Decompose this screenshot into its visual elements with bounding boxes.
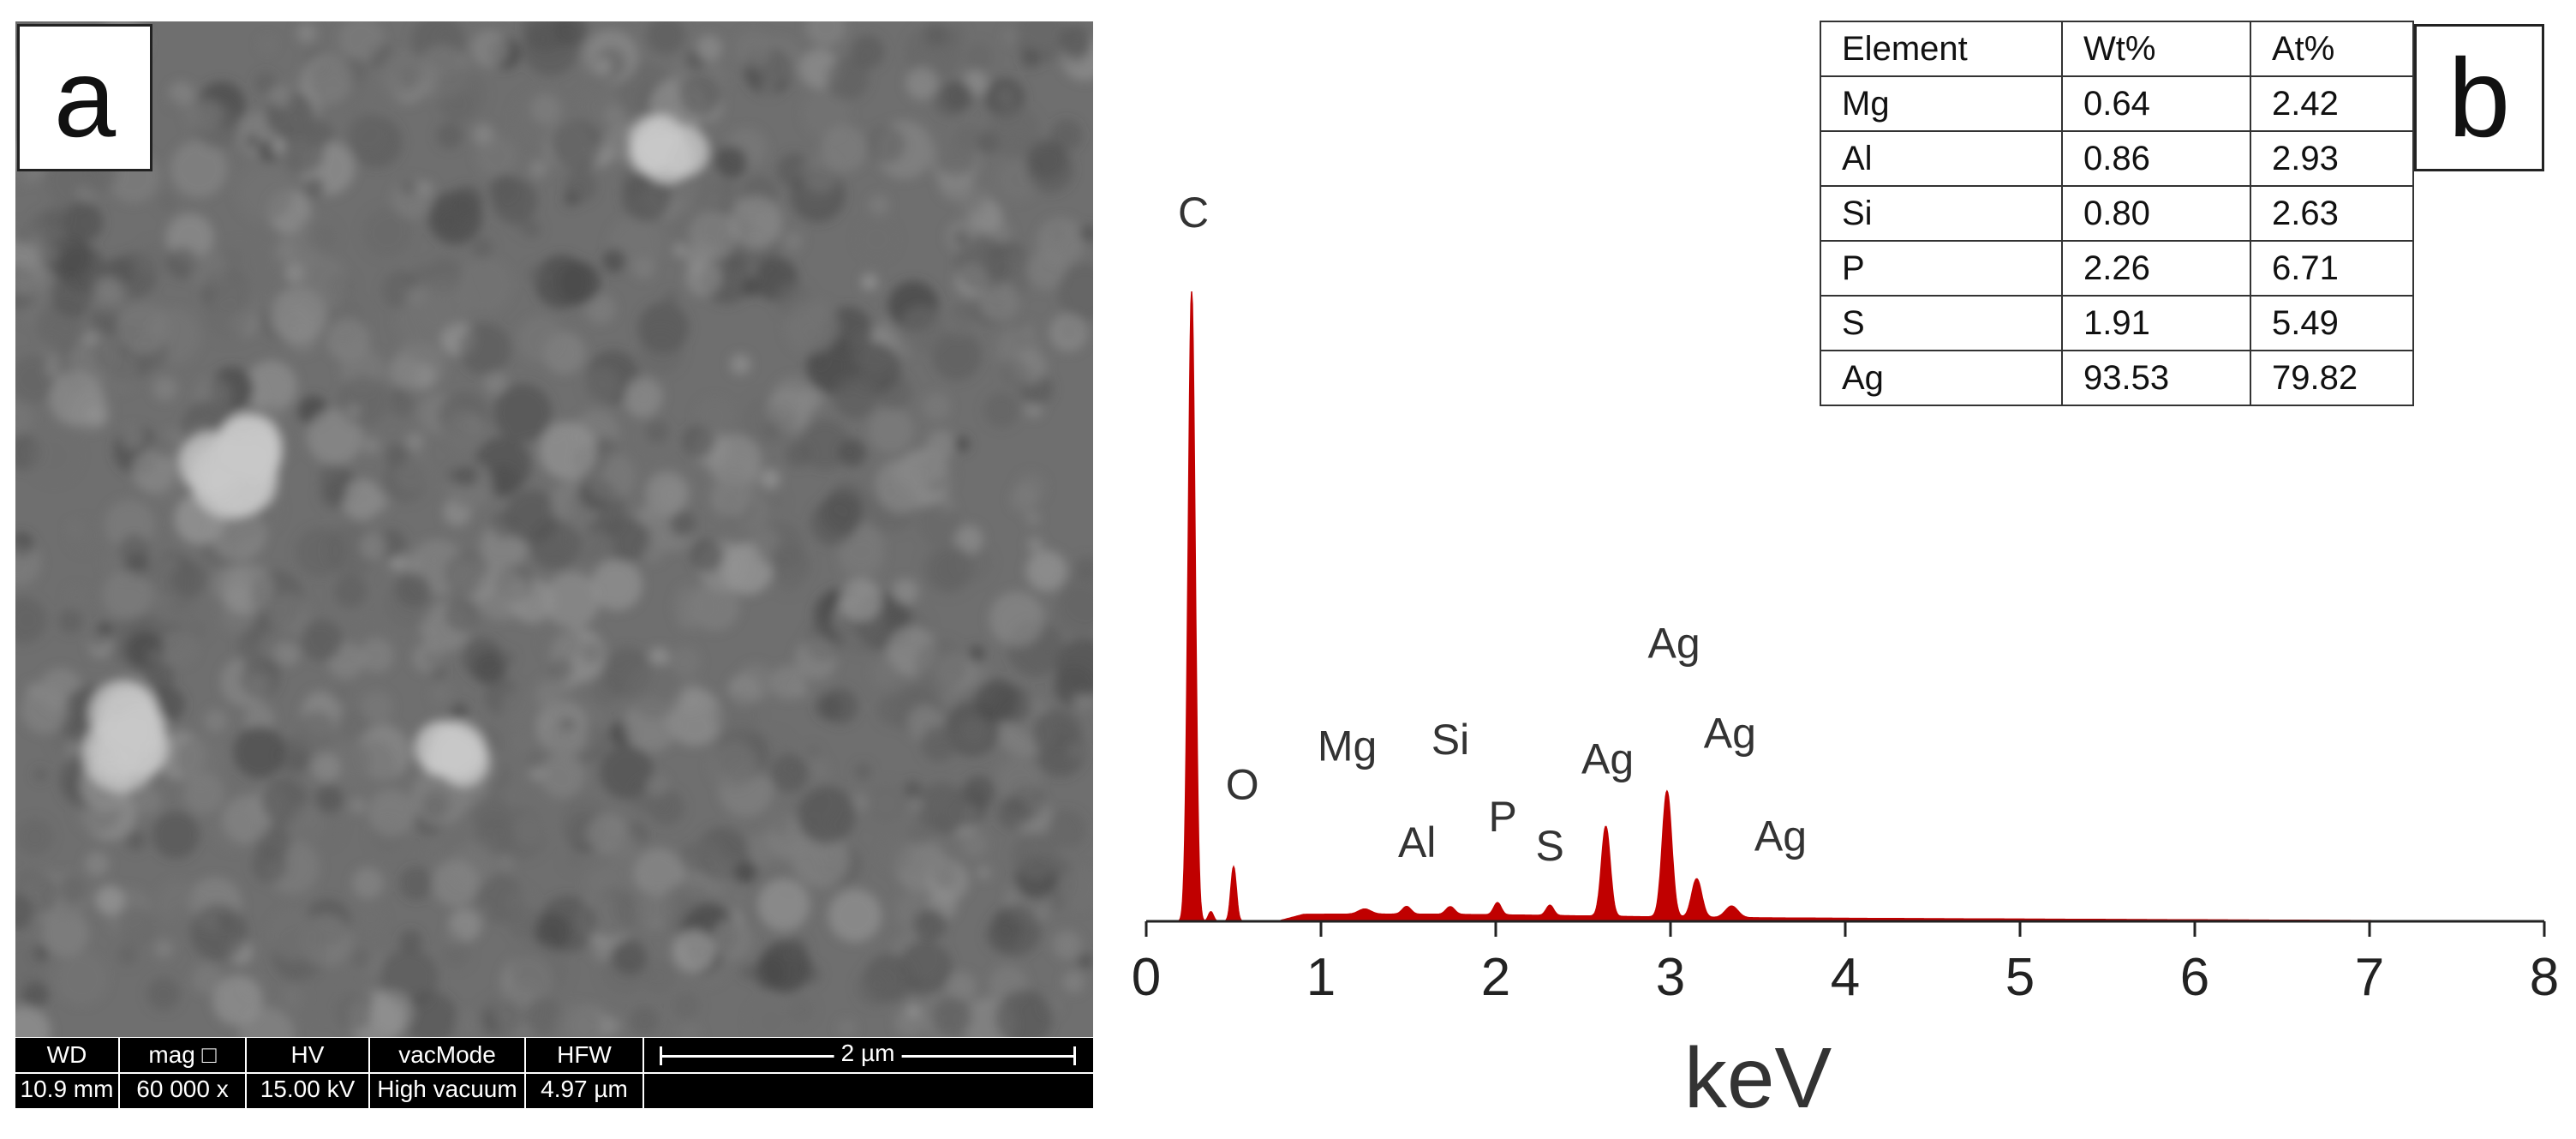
table-cell-at: 5.49 [2250,295,2414,351]
table-cell-at: 79.82 [2250,350,2414,406]
peak-label: S [1536,822,1564,870]
table-cell-at: 2.93 [2250,130,2414,187]
peak-label: C [1178,189,1209,237]
table-cell-wt: 0.80 [2061,185,2251,242]
table-cell-element: Mg [1820,75,2063,132]
info-col-wd: WD 10.9 mm [15,1038,120,1108]
peak-label: O [1226,761,1259,809]
table-cell-wt: Wt% [2061,21,2251,77]
info-col-hv: HV 15.00 kV [247,1038,370,1108]
scale-bar: 2 µm [649,1038,1086,1072]
sem-particles [15,21,1093,1037]
x-tick-label: 4 [1831,948,1860,1007]
table-row: S 1.91 5.49 [1820,295,2414,351]
table-cell-at: 2.63 [2250,185,2414,242]
sem-info-bar: WD 10.9 mm mag □ 60 000 x HV 15.00 kV va… [15,1038,1093,1108]
table-cell-wt: 93.53 [2061,350,2251,406]
info-bar-divider [15,1072,1093,1074]
table-cell-element: Si [1820,185,2063,242]
info-value-mag: 60 000 x [136,1076,229,1102]
peak-label: Ag [1647,620,1700,668]
x-tick-label: 1 [1306,948,1336,1007]
table-row: Mg 0.64 2.42 [1820,75,2414,132]
info-header-hfw: HFW [557,1041,612,1068]
x-tick-label: 7 [2355,948,2384,1007]
table-cell-at: 6.71 [2250,240,2414,297]
table-cell-element: P [1820,240,2063,297]
peak-label: Ag [1754,812,1807,860]
scale-bar-tick-left [660,1046,662,1065]
table-cell-at: 2.42 [2250,75,2414,132]
info-value-hfw: 4.97 µm [541,1076,628,1102]
panel-label-b: b [2414,24,2544,171]
table-cell-wt: 2.26 [2061,240,2251,297]
info-header-mag: mag □ [148,1041,217,1068]
x-tick-label: 5 [2005,948,2035,1007]
table-row: P 2.26 6.71 [1820,240,2414,297]
table-cell-wt: 0.86 [2061,130,2251,187]
scale-bar-tick-right [1073,1046,1076,1065]
table-cell-element: S [1820,295,2063,351]
peak-label: Al [1398,818,1436,866]
sem-texture [15,21,1093,1037]
x-tick-label: 3 [1656,948,1685,1007]
x-tick-label: 2 [1481,948,1510,1007]
info-header-wd: WD [46,1041,87,1068]
peak-label: Si [1431,716,1469,764]
x-tick-label: 6 [2180,948,2209,1007]
table-header-row: Element Wt% At% [1820,21,2414,77]
table-cell-element: Ag [1820,350,2063,406]
x-tick-label: 8 [2530,948,2559,1007]
x-axis-label: keV [1684,1030,1832,1126]
panel-label-a: a [17,24,152,171]
table-cell-at: At% [2250,21,2414,77]
peak-label: Ag [1704,710,1756,758]
peak-label: Ag [1581,735,1634,783]
table-cell-wt: 1.91 [2061,295,2251,351]
info-value-wd: 10.9 mm [20,1076,114,1102]
peak-label: Mg [1318,722,1377,770]
x-tick-label: 0 [1132,948,1161,1007]
sem-image [15,21,1093,1037]
info-header-hv: HV [290,1041,325,1068]
info-col-hfw: HFW 4.97 µm [526,1038,644,1108]
table-cell-element: Al [1820,130,2063,187]
table-cell-wt: 0.64 [2061,75,2251,132]
table-row: Ag 93.53 79.82 [1820,350,2414,406]
composition-table: Element Wt% At% Mg 0.64 2.42 Al 0.86 2.93 Si 0.80 2… [1820,21,2414,406]
table-row: Al 0.86 2.93 [1820,130,2414,187]
scale-bar-label: 2 µm [834,1040,902,1067]
info-header-vacmode: vacMode [398,1041,496,1068]
peak-label: P [1488,793,1516,841]
info-value-hv: 15.00 kV [260,1076,356,1102]
info-value-vacmode: High vacuum [377,1076,517,1102]
table-row: Si 0.80 2.63 [1820,185,2414,242]
info-col-vacmode: vacMode High vacuum [370,1038,526,1108]
table-cell-element: Element [1820,21,2063,77]
composition-table-body: Element Wt% At% Mg 0.64 2.42 Al 0.86 2.93 Si 0.80 2… [1820,21,2414,406]
info-col-mag: mag □ 60 000 x [120,1038,247,1108]
